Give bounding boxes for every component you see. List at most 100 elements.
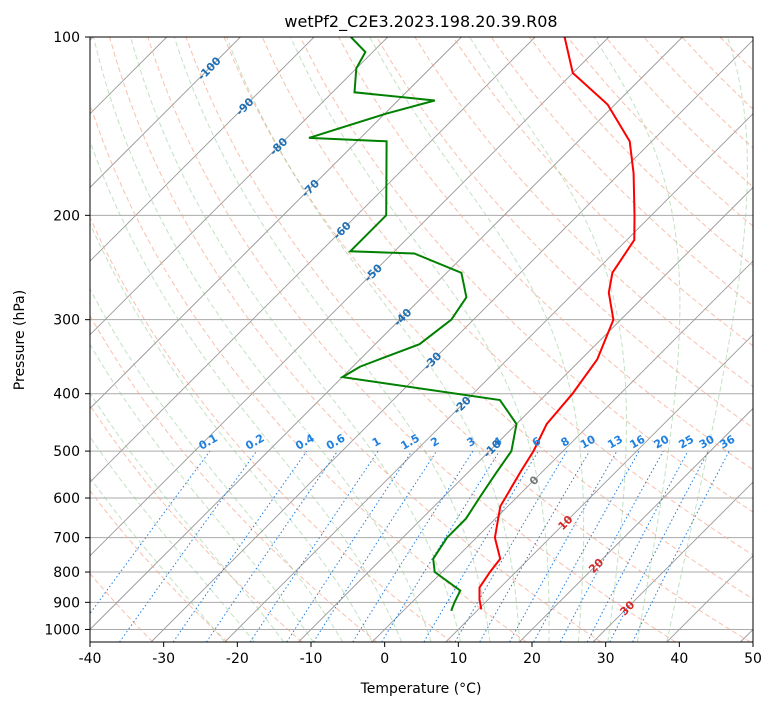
isotherm-line [445,334,753,642]
isotherm-line [90,37,610,557]
moist-adiabat [93,37,432,642]
dry-adiabat [90,314,378,642]
mixing-ratio-label: 16 [627,432,647,451]
x-tick-label: 10 [449,651,467,667]
dry-adiabat [605,37,753,188]
dry-adiabat [452,37,753,347]
isotherm-label: -100 [195,54,224,83]
isotherm-line [298,186,753,642]
mixing-ratio-line [559,450,664,642]
isotherm-line [90,37,389,336]
y-tick-label: 600 [53,491,80,507]
moist-adiabat [226,37,520,642]
x-tick-label: 0 [380,651,389,667]
isotherm-label: -80 [267,135,290,158]
isotherm-label: -30 [421,349,444,372]
x-tick-label: -20 [226,651,249,667]
moist-adiabat [666,37,748,642]
y-tick-label: 500 [53,444,80,460]
warm-isotherm-label: 20 [586,556,606,576]
moist-adiabat [469,37,627,642]
dry-adiabat [0,37,3,642]
y-tick-label: 300 [53,313,80,329]
isotherm-line [592,481,753,642]
mixing-ratio-label: 10 [578,432,598,451]
dewpoint-line [308,37,518,612]
mixing-ratio-label: 1 [370,435,383,450]
x-tick-label: 30 [597,651,615,667]
dry-adiabat [185,37,751,642]
y-axis-label: Pressure (hPa) [12,290,28,390]
moist-adiabat [130,37,461,642]
moist-adiabat [90,476,226,642]
dry-adiabat [223,37,753,600]
mixing-ratio-line [381,450,500,642]
dry-adiabat [376,37,753,429]
mixing-ratio-line [352,450,474,642]
mixing-ratio-line [632,450,730,642]
dry-adiabat [90,216,452,642]
dry-adiabat [490,37,753,307]
moist-adiabat [90,139,403,642]
isotherm-label: -70 [299,177,322,200]
mixing-ratio-label: 36 [718,432,738,451]
dry-adiabat [414,37,753,388]
isotherm-line [90,37,462,410]
isotherm-line [90,37,536,483]
moist-adiabat [90,222,373,642]
mixing-ratio-label: 13 [605,433,625,452]
isotherm-line [90,37,683,631]
dry-adiabat [109,37,602,642]
moist-adiabat [290,37,550,642]
y-tick-label: 1000 [44,622,80,638]
x-tick-label: -30 [152,651,175,667]
isotherm-label: -90 [233,95,256,118]
y-tick-label: 400 [53,387,80,403]
y-tick-label: 100 [53,30,80,46]
temperature-line [478,37,636,610]
moist-adiabat [90,343,314,642]
mixing-ratio-line [119,450,258,642]
mixing-ratio-label: 0.4 [293,431,317,452]
warm-isotherm-label: 40 [648,642,668,662]
isotherm-line [90,37,241,189]
x-tick-label: -40 [79,651,102,667]
isotherm-line [666,555,753,642]
moist-adiabat [90,436,255,642]
dry-adiabat [758,37,775,642]
mixing-ratio-label: 1.5 [398,432,421,453]
x-tick-label: -10 [300,651,323,667]
dry-adiabat [147,37,676,642]
chart-title: wetPf2_C2E3.2023.198.20.39.R08 [284,12,557,32]
y-tick-label: 900 [53,595,80,611]
isotherm-label: -20 [451,393,474,416]
moist-adiabat [90,287,344,642]
y-tick-label: 200 [53,208,80,224]
mixing-ratio-line [249,450,379,642]
x-tick-label: 50 [744,651,762,667]
mixing-ratio-label: 0.1 [196,432,219,453]
x-tick-label: 40 [670,651,688,667]
dry-adiabat [90,404,303,642]
mixing-ratio-line [313,450,438,642]
dry-adiabat [90,489,228,642]
dry-adiabat [90,102,527,642]
mixing-ratio-label: 8 [559,435,572,450]
mixing-ratio-label: 30 [697,432,717,451]
mixing-ratio-label: 3 [465,435,478,450]
dry-adiabat [90,572,154,642]
mixing-ratio-line [286,450,413,642]
moist-adiabat [173,37,491,642]
plot-frame [89,36,754,643]
isotherm-line [224,113,753,642]
isotherm-line [150,39,753,642]
x-tick-label: 20 [523,651,541,667]
isotherm-line [519,407,753,642]
mixing-ratio-label: 25 [676,433,696,452]
dry-adiabat [338,37,753,471]
moist-adiabat [369,37,585,642]
moist-adiabat [90,392,285,642]
isotherm-label: -60 [331,219,354,242]
mixing-ratio-line [509,450,618,642]
